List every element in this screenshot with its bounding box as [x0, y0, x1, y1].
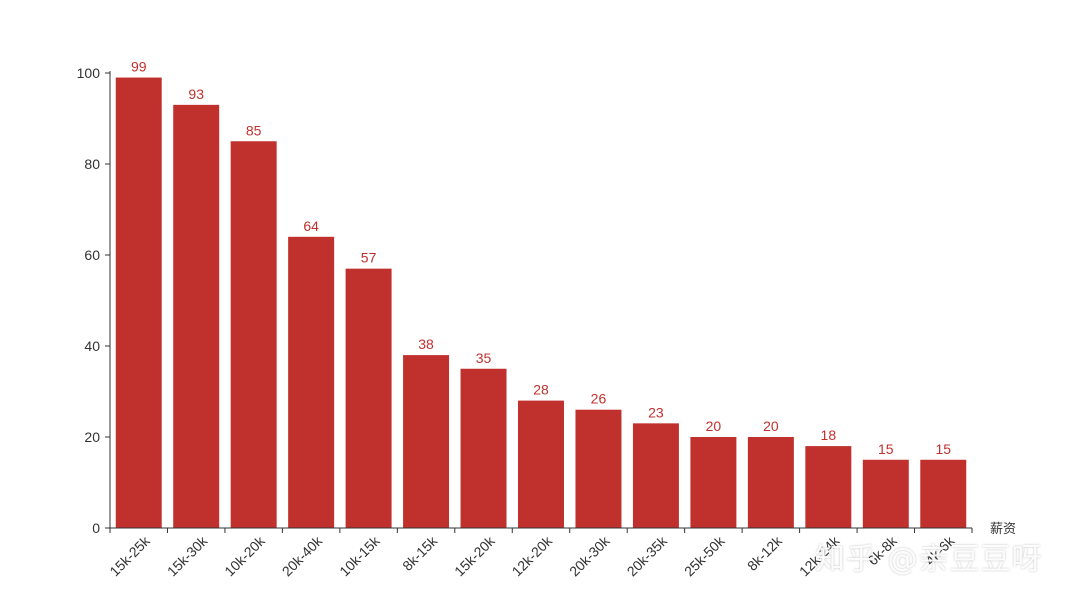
data-label: 64 — [303, 218, 319, 234]
data-label: 57 — [361, 250, 377, 266]
x-tick-label: 15k-30k — [164, 532, 211, 579]
bar[interactable] — [460, 368, 507, 528]
data-label: 23 — [648, 404, 664, 420]
data-labels: 99 93 85 64 57 38 35 28 26 23 20 20 18 15 15 — [131, 59, 951, 457]
x-axis-title: 薪资 — [990, 522, 1016, 537]
y-tick-label: 20 — [84, 429, 100, 445]
bar[interactable] — [403, 355, 450, 528]
x-tick-label: 20k-40k — [279, 532, 326, 579]
bar[interactable] — [173, 104, 220, 528]
data-label: 20 — [706, 418, 722, 434]
x-tick-label: 8k-12k — [744, 532, 786, 574]
x-tick-label: 10k-15k — [336, 532, 383, 579]
x-tick-label: 8k-15k — [399, 532, 441, 574]
x-tick-label: 15k-20k — [451, 532, 498, 579]
y-tick-label: 100 — [77, 65, 101, 81]
data-label: 28 — [533, 382, 549, 398]
y-axis: 0 20 40 60 80 100 — [77, 65, 111, 536]
x-tick-label: 20k-30k — [566, 532, 613, 579]
y-tick-label: 80 — [84, 156, 100, 172]
data-label: 35 — [476, 350, 492, 366]
bar[interactable] — [690, 437, 737, 528]
data-label: 15 — [935, 441, 951, 457]
bar[interactable] — [920, 459, 967, 528]
x-tick-label: 10k-20k — [221, 532, 268, 579]
data-label: 15 — [878, 441, 894, 457]
bar[interactable] — [862, 459, 909, 528]
bar[interactable] — [115, 77, 162, 529]
data-label: 20 — [763, 418, 779, 434]
data-label: 99 — [131, 59, 147, 75]
bar[interactable] — [747, 437, 794, 528]
watermark: 知乎 @亲豆豆呀 — [815, 542, 1043, 577]
bars — [115, 77, 967, 529]
bar[interactable] — [805, 446, 852, 528]
data-label: 18 — [821, 427, 837, 443]
y-tick-label: 60 — [84, 247, 100, 263]
data-label: 26 — [591, 391, 607, 407]
x-tick-label: 25k-50k — [681, 532, 728, 579]
y-tick-label: 0 — [92, 520, 100, 536]
x-tick-label: 15k-25k — [106, 532, 153, 579]
data-label: 93 — [188, 86, 204, 102]
bar[interactable] — [288, 236, 335, 529]
x-tick-label: 20k-35k — [624, 532, 671, 579]
data-label: 85 — [246, 122, 262, 138]
bar[interactable] — [345, 268, 392, 528]
y-tick-label: 40 — [84, 338, 100, 354]
bar[interactable] — [230, 141, 277, 528]
data-label: 38 — [418, 336, 434, 352]
bar[interactable] — [518, 400, 564, 528]
x-tick-label: 12k-20k — [509, 532, 556, 579]
bar[interactable] — [632, 423, 679, 528]
bar[interactable] — [575, 409, 622, 528]
